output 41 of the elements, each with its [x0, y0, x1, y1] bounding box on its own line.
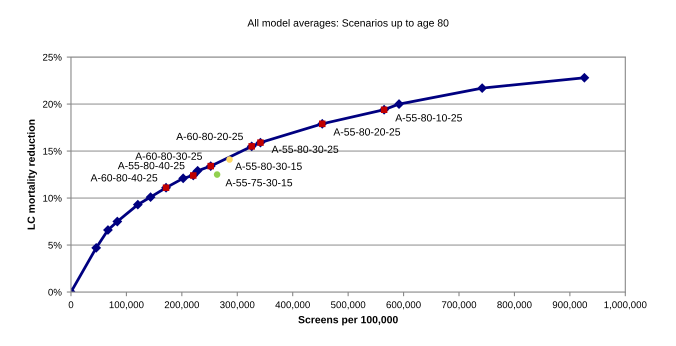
annotation: A-60-80-20-25: [176, 132, 243, 140]
x-tick-label: 100,000: [110, 301, 144, 310]
annotation: A-60-80-30-25: [135, 152, 202, 160]
point: [193, 166, 202, 176]
x-tick-label: 700,000: [442, 301, 476, 310]
y-tick-label: 25%: [42, 54, 62, 61]
x-tick-label: 200,000: [164, 301, 200, 310]
x-tick-label: 300,000: [220, 301, 254, 310]
x-tick-label: 800,000: [497, 301, 532, 310]
y-tick-label: 20%: [42, 100, 62, 108]
y-tick-label: 10%: [43, 194, 62, 202]
annotation: A-55-75-30-15: [225, 179, 292, 186]
point: [112, 216, 122, 226]
x-tick-label: 400,000: [275, 301, 310, 310]
point: [146, 192, 156, 202]
x-tick-label: 600,000: [386, 301, 421, 310]
point: [580, 73, 590, 82]
point: [226, 156, 233, 163]
x-tick-label: 900,000: [552, 301, 588, 310]
annotation: A-55-80-40-25: [118, 162, 184, 170]
point: [103, 225, 113, 235]
point: [178, 174, 188, 183]
annotation: A-55-80-30-25: [272, 146, 338, 154]
y-axis-title: LC mortality reduction: [27, 120, 37, 230]
x-tick-label: 0: [68, 301, 74, 308]
point: [92, 243, 101, 252]
x-axis-title: Screens per 100,000: [298, 316, 398, 326]
x-tick-label: 500,000: [330, 301, 366, 310]
annotation: A-60-80-40-25: [90, 174, 158, 182]
chart-title: All model averages: Scenarios up to age 80: [247, 18, 448, 29]
point: [478, 83, 487, 93]
annotation: A-55-80-10-25: [395, 114, 462, 122]
y-tick-label: 15%: [43, 148, 62, 155]
point: [133, 200, 142, 210]
x-tick-label: 1,000,000: [604, 301, 647, 310]
point: [214, 171, 220, 178]
y-tick-label: 5%: [48, 242, 62, 249]
annotation: A-55-80-30-15: [235, 162, 302, 170]
annotation: A-55-80-20-25: [333, 128, 400, 136]
point: [394, 99, 404, 109]
y-tick-label: 0%: [48, 288, 62, 296]
